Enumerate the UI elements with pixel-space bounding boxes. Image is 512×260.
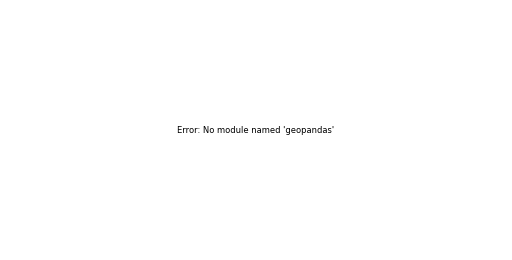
Text: Error: No module named 'geopandas': Error: No module named 'geopandas' <box>178 126 334 134</box>
